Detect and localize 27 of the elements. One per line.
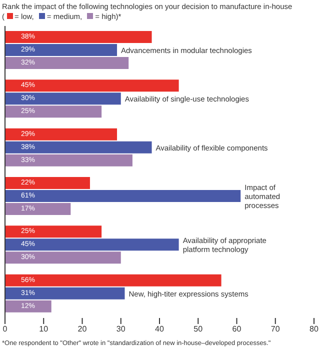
bar <box>5 190 241 202</box>
bar <box>5 141 152 154</box>
x-tick-label: 20 <box>78 324 88 334</box>
bar <box>5 226 102 238</box>
x-tick-label: 10 <box>39 324 49 334</box>
bar <box>5 300 52 312</box>
x-tick-label: 50 <box>194 324 204 334</box>
bar <box>5 31 152 43</box>
bar <box>5 57 129 69</box>
bar <box>5 252 121 264</box>
bar <box>5 287 125 300</box>
bar <box>5 154 132 166</box>
bar <box>5 92 121 105</box>
x-tick-label: 80 <box>310 324 319 334</box>
x-tick-label: 60 <box>232 324 242 334</box>
bar <box>5 128 118 140</box>
bar <box>5 177 90 189</box>
bar <box>5 44 118 56</box>
bar <box>5 80 179 92</box>
bar <box>5 203 71 215</box>
x-tick-label: 40 <box>155 324 164 334</box>
x-tick-label: 30 <box>116 324 126 334</box>
bar <box>5 238 179 251</box>
x-tick-label: 70 <box>270 324 280 334</box>
x-tick-label: 0 <box>2 324 8 334</box>
bar <box>5 106 102 118</box>
bar <box>5 274 222 286</box>
